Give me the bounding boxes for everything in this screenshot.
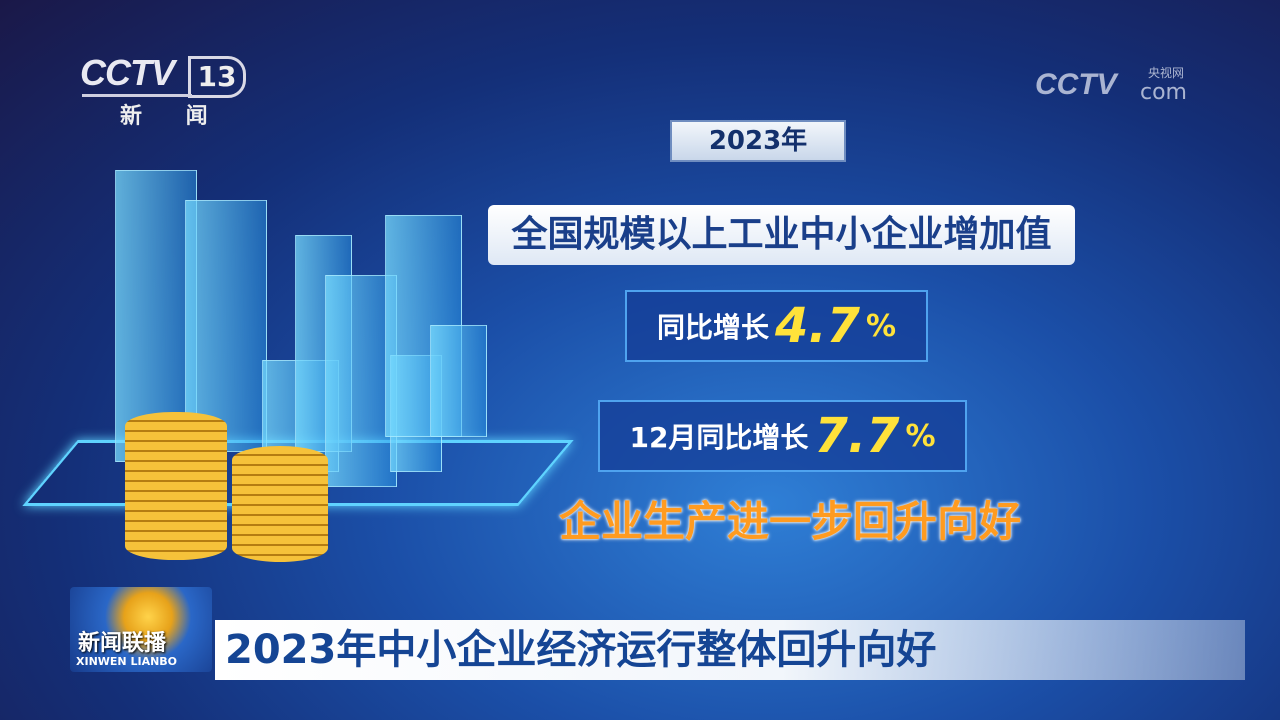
stat-unit: % xyxy=(905,418,936,454)
program-logo-en: XINWEN LIANBO xyxy=(76,655,178,668)
watermark-site-suffix: com xyxy=(1140,80,1187,105)
building-bar xyxy=(430,325,487,437)
stat-label: 同比增长 xyxy=(656,311,769,344)
year-label: 2023年 xyxy=(670,120,846,162)
watermark-site-cn: 央视网 xyxy=(1148,66,1185,80)
building-bar xyxy=(185,200,267,452)
cctv-logo: CCTV xyxy=(80,52,175,93)
channel-name: 新 闻 xyxy=(120,104,226,129)
coin-stack xyxy=(125,412,227,560)
slogan: 企业生产进一步回升向好 xyxy=(558,497,1021,546)
headline: 2023年中小企业经济运行整体回升向好 xyxy=(225,627,937,673)
stat-value: 4.7 xyxy=(774,298,860,354)
stat-label: 12月同比增长 xyxy=(629,421,809,454)
headline-strip xyxy=(215,620,1245,680)
program-logo-cn: 新闻联播 xyxy=(78,631,167,656)
stat-box-annual: 同比增长 4.7 % xyxy=(625,290,928,362)
graphic-title: 全国规模以上工业中小企业增加值 xyxy=(488,205,1075,265)
stat-unit: % xyxy=(865,308,897,344)
stat-value: 7.7 xyxy=(814,408,900,464)
stat-box-december: 12月同比增长 7.7 % xyxy=(598,400,967,472)
coin-stack xyxy=(232,446,328,562)
cctv-com-watermark: CCTV xyxy=(1035,68,1117,101)
channel-number: 13 xyxy=(188,56,246,98)
logo-underline xyxy=(82,94,192,97)
globe-logo xyxy=(70,587,212,672)
